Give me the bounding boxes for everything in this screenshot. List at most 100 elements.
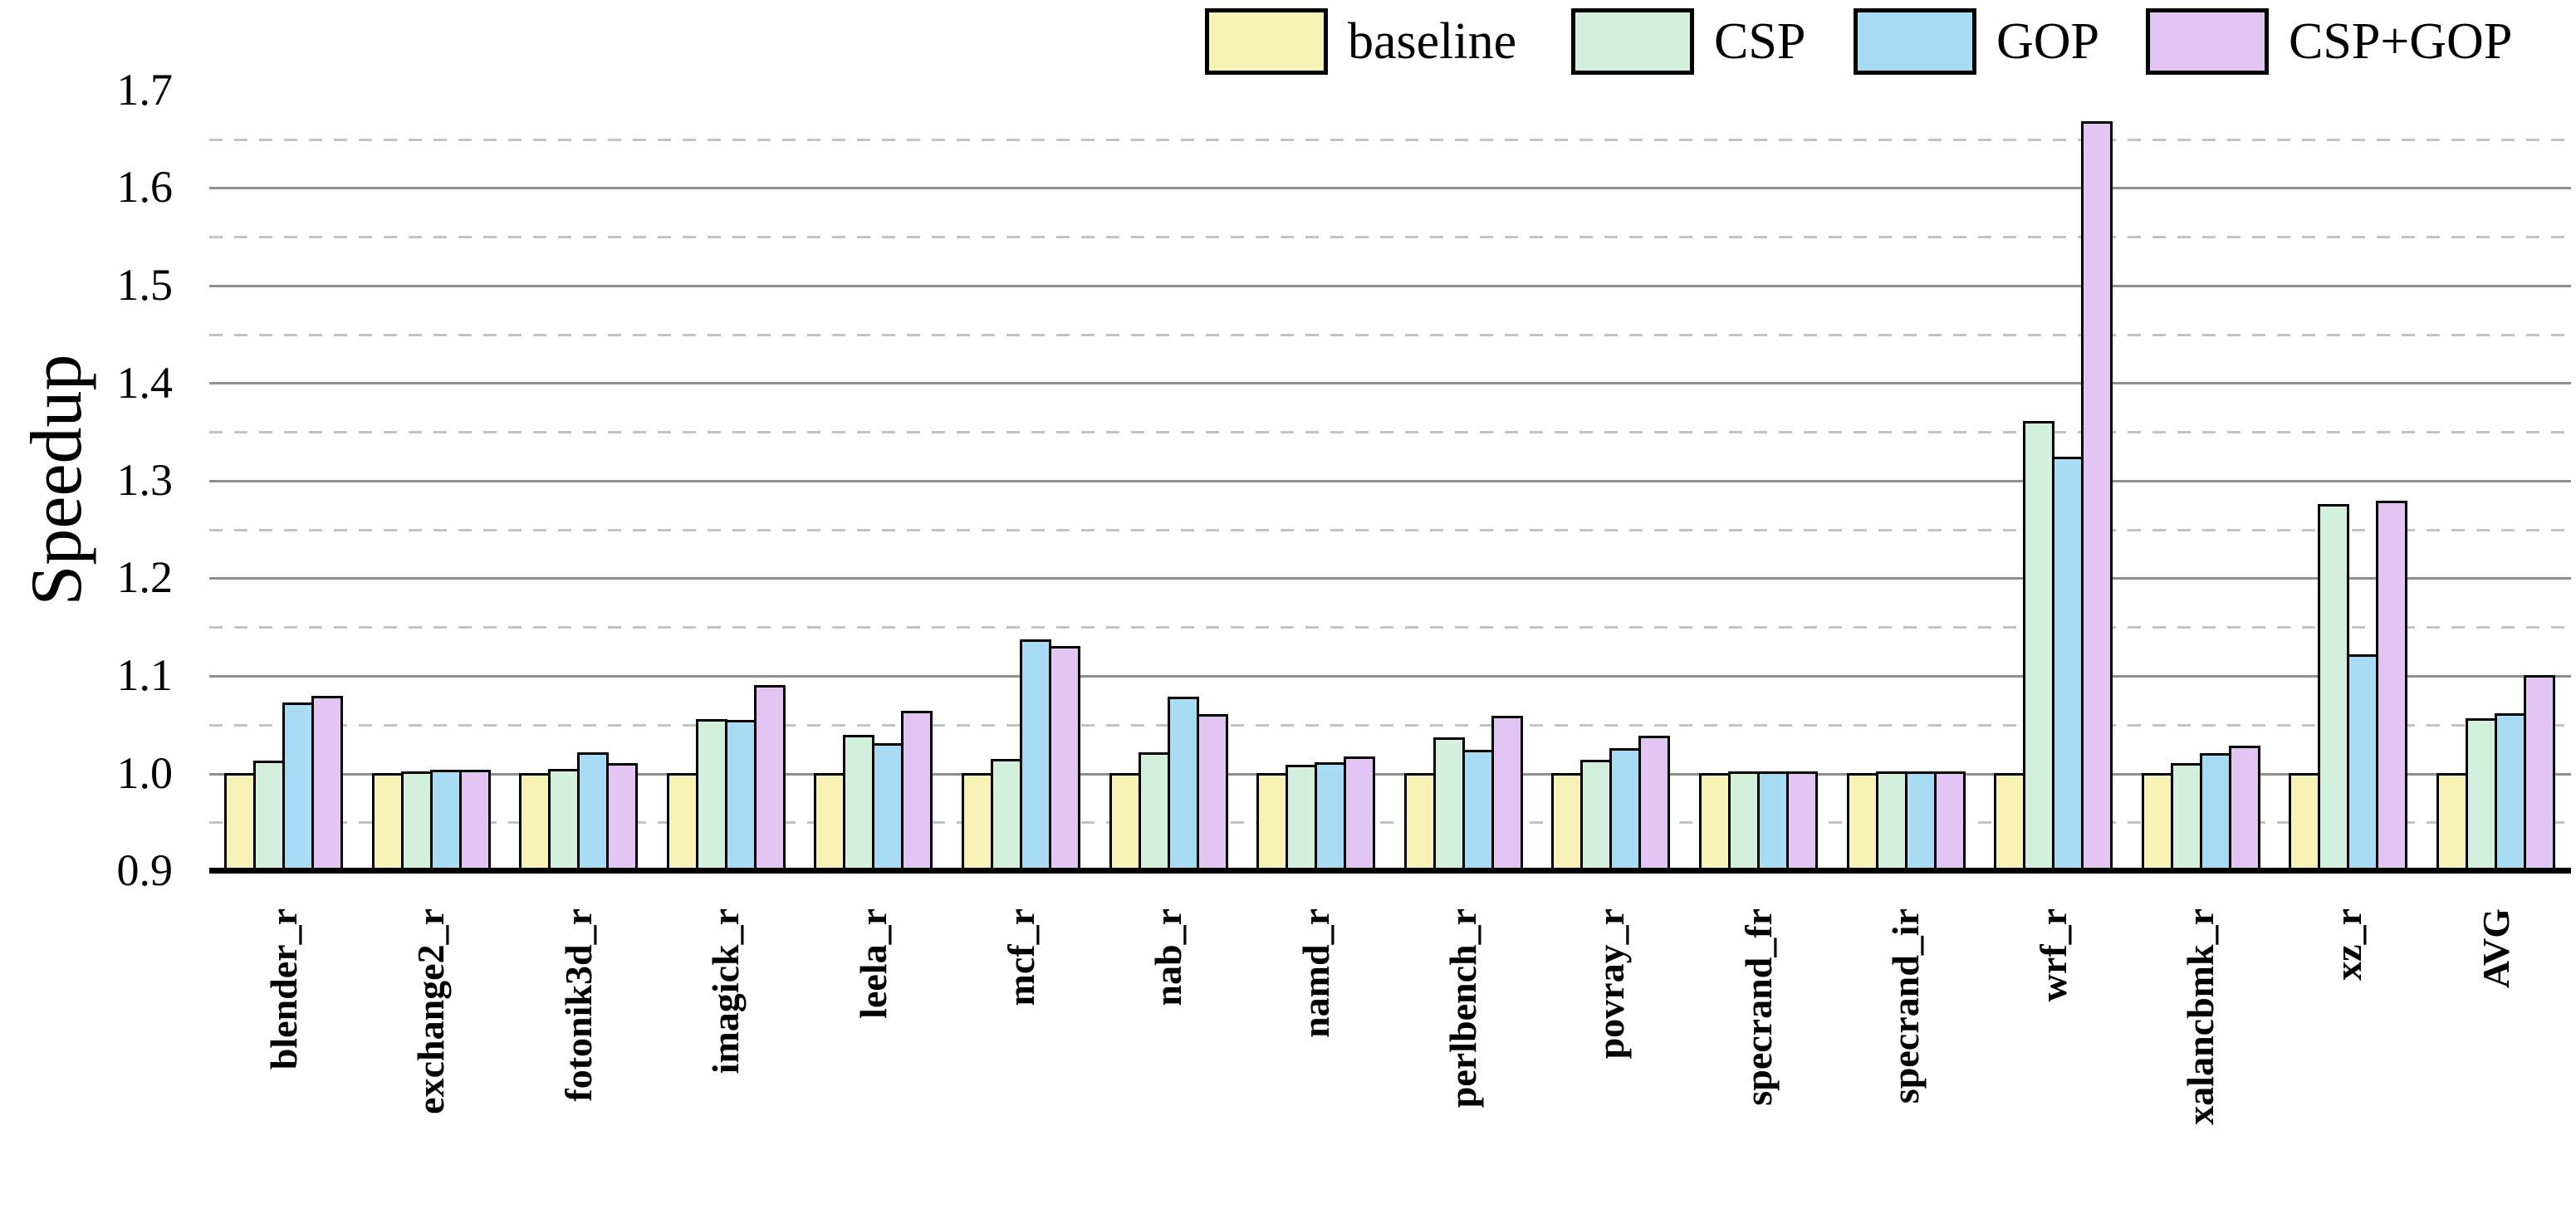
x-category-label: mcf_r <box>1000 908 1042 1006</box>
bar-CSP <box>2171 763 2202 870</box>
major-gridline <box>209 577 2571 580</box>
bar-CSP+GOP <box>606 763 638 870</box>
bar-CSP+GOP <box>459 770 491 870</box>
minor-gridline <box>209 431 2571 433</box>
bar-group-namd_r <box>1256 0 1375 870</box>
legend-swatch <box>1854 8 1976 75</box>
bar-group-povray_r <box>1551 0 1670 870</box>
bar-CSP <box>1876 771 1908 870</box>
bar-CSP <box>253 761 285 870</box>
legend-label: baseline <box>1348 12 1517 70</box>
bar-GOP <box>1462 750 1494 870</box>
bar-CSP <box>2318 504 2349 870</box>
y-tick-label: 1.5 <box>116 260 174 310</box>
x-category-label: namd_r <box>1295 908 1337 1038</box>
x-category-label: povray_r <box>1589 908 1632 1060</box>
bar-baseline <box>667 773 698 870</box>
bar-group-xalancbmk_r <box>2142 0 2260 870</box>
bar-baseline <box>1699 773 1731 870</box>
x-category-label: blender_r <box>262 908 305 1070</box>
major-gridline <box>209 382 2571 384</box>
bar-GOP <box>2052 457 2084 870</box>
y-tick-label: 1.6 <box>116 162 174 212</box>
bar-CSP+GOP <box>1197 714 1228 870</box>
bar-group-specrand_ir <box>1847 0 1966 870</box>
bar-group-fotonik3d_r <box>519 0 638 870</box>
bar-baseline <box>962 773 993 870</box>
bar-CSP <box>1286 765 1317 870</box>
bar-group-imagick_r <box>667 0 786 870</box>
bar-CSP <box>696 719 727 870</box>
legend-swatch <box>2146 8 2269 75</box>
bar-CSP <box>991 759 1022 870</box>
y-tick-label: 0.9 <box>116 845 174 895</box>
bar-CSP <box>1433 737 1465 870</box>
legend-item-CSP+GOP: CSP+GOP <box>2146 8 2512 75</box>
bar-GOP <box>430 770 462 870</box>
bar-GOP <box>1905 771 1937 870</box>
bar-GOP <box>1168 697 1199 870</box>
bar-CSP+GOP <box>1049 646 1080 870</box>
bar-group-mcf_r <box>962 0 1080 870</box>
minor-gridline <box>209 529 2571 531</box>
bar-group-leela_r <box>814 0 933 870</box>
bar-GOP <box>2200 753 2231 870</box>
minor-gridline <box>209 821 2571 824</box>
bar-GOP <box>1609 748 1641 870</box>
bar-group-nab_r <box>1109 0 1228 870</box>
bar-baseline <box>1109 773 1141 870</box>
bar-CSP+GOP <box>754 685 786 870</box>
bar-CSP <box>1580 760 1612 870</box>
y-tick-label: 1.3 <box>116 455 174 505</box>
bar-group-wrf_r <box>1994 0 2113 870</box>
x-category-label: perlbench_r <box>1442 908 1484 1109</box>
bar-CSP+GOP <box>2524 675 2555 870</box>
bar-CSP <box>2466 718 2497 870</box>
legend-label: GOP <box>1996 12 2100 70</box>
bar-GOP <box>1020 639 1051 870</box>
legend-label: CSP+GOP <box>2289 12 2513 70</box>
x-category-label: leela_r <box>852 908 894 1019</box>
x-axis-line <box>209 868 2571 874</box>
bar-CSP <box>843 735 874 870</box>
legend-item-CSP: CSP <box>1571 8 1805 75</box>
y-tick-label: 1.2 <box>116 552 174 602</box>
bar-CSP+GOP <box>1934 771 1966 870</box>
x-category-label: exchange2_r <box>409 908 452 1114</box>
bar-CSP+GOP <box>2081 121 2113 870</box>
y-tick-label: 1.0 <box>116 748 174 798</box>
major-gridline <box>209 773 2571 776</box>
bar-CSP+GOP <box>1491 716 1523 870</box>
bar-GOP <box>282 702 314 870</box>
bar-CSP <box>1728 771 1760 870</box>
x-category-label: specrand_ir <box>1884 908 1927 1104</box>
y-tick-label: 1.1 <box>116 650 174 700</box>
bar-group-blender_r <box>224 0 343 870</box>
major-gridline <box>209 187 2571 189</box>
x-category-label: AVG <box>2475 908 2517 989</box>
bar-GOP <box>725 720 757 870</box>
bar-CSP+GOP <box>311 696 343 870</box>
bar-group-AVG <box>2436 0 2555 870</box>
minor-gridline <box>209 334 2571 336</box>
bar-baseline <box>2142 773 2173 870</box>
bar-CSP+GOP <box>2376 501 2407 870</box>
legend-swatch <box>1205 8 1328 75</box>
bar-baseline <box>372 773 404 870</box>
x-category-label: nab_r <box>1147 908 1189 1006</box>
bar-GOP <box>1757 771 1789 870</box>
bar-group-exchange2_r <box>372 0 491 870</box>
bar-CSP+GOP <box>1344 756 1375 870</box>
bar-GOP <box>872 743 904 870</box>
bar-baseline <box>1404 773 1436 870</box>
bar-baseline <box>1551 773 1583 870</box>
minor-gridline <box>209 139 2571 141</box>
legend-item-baseline: baseline <box>1205 8 1516 75</box>
x-category-label: specrand_fr <box>1737 908 1780 1106</box>
bar-GOP <box>1315 762 1346 870</box>
bar-baseline <box>519 773 551 870</box>
bar-CSP <box>1139 752 1170 870</box>
bar-GOP <box>2347 654 2378 870</box>
bar-GOP <box>577 752 609 870</box>
bar-GOP <box>2495 713 2526 870</box>
